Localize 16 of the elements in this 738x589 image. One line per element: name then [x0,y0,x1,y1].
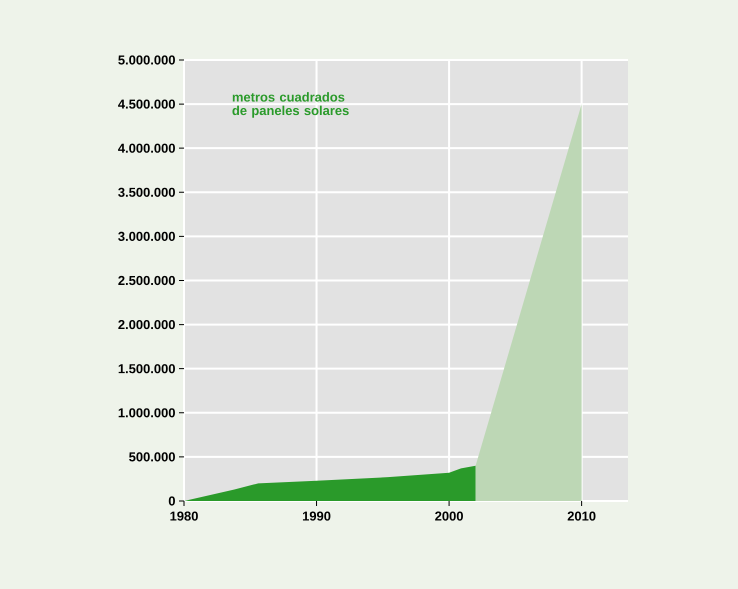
x-tick-label: 2000 [435,512,463,521]
x-tick-label: 1980 [170,512,198,521]
y-tick-label: 1.500.000 [118,364,175,374]
y-tick-label: 5.000.000 [118,55,175,65]
y-tick-label: 3.000.000 [118,232,175,241]
text: metros cuadrados de paneles solares [232,92,349,118]
y-tick-label: 3.500.000 [118,188,175,197]
y-tick-label: 4.000.000 [118,144,175,153]
x-tick-label: 1990 [302,512,330,521]
y-tick-label: 1.000.000 [118,408,175,418]
y-tick-label: 0 [168,496,175,506]
y-tick-label: 2.000.000 [118,320,175,330]
y-tick-label: 500.000 [129,452,175,462]
y-tick-label: 4.500.000 [118,100,175,109]
x-tick-label: 2010 [568,512,596,521]
y-tick-label: 2.500.000 [118,276,175,286]
